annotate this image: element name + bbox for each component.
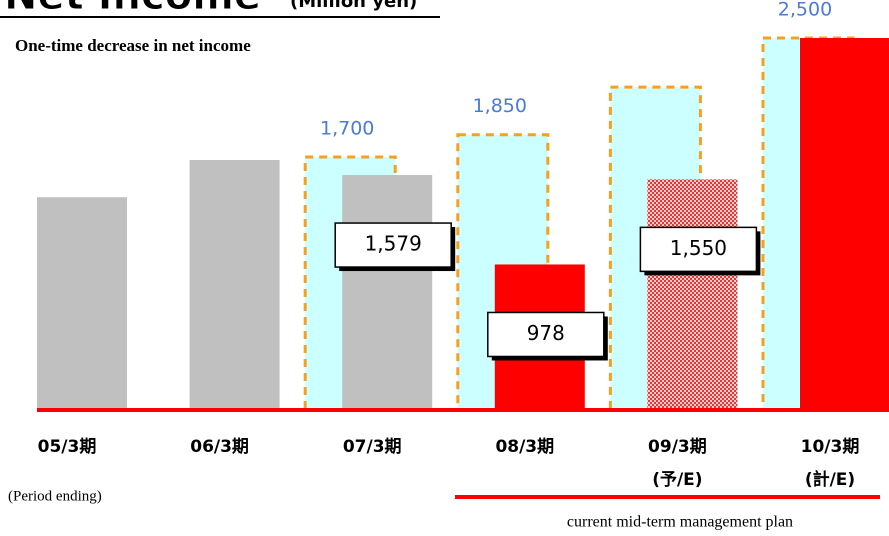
- value-label: 2,500: [778, 0, 832, 21]
- actual-bar: [647, 179, 738, 410]
- x-tick-label: 05/3期: [38, 437, 97, 457]
- x-tick-label: 09/3期: [648, 437, 707, 457]
- chart-title: Net Income: [4, 0, 261, 19]
- value-label: 1,850: [473, 95, 527, 117]
- actual-bar: [189, 160, 280, 410]
- actual-bar: [37, 197, 127, 410]
- x-tick-label: 07/3期: [343, 437, 402, 457]
- actual-bar: [800, 38, 889, 410]
- label-box: [487, 311, 605, 358]
- value-label: 978: [527, 321, 565, 345]
- subtitle: One-time decrease in net income: [15, 36, 251, 55]
- label-box: [639, 226, 758, 273]
- x-tick-note: (計/E): [805, 469, 855, 490]
- x-tick-label: 10/3期: [801, 437, 860, 457]
- value-label: 1,700: [320, 118, 374, 140]
- value-label: 1,579: [365, 232, 422, 256]
- x-tick-note: (予/E): [652, 470, 702, 490]
- unit-label: (Million yen): [290, 0, 417, 12]
- x-tick-label: 08/3期: [495, 437, 554, 457]
- bracket-label: current mid-term management plan: [567, 514, 793, 531]
- x-tick-label: 06/3期: [190, 437, 249, 457]
- label-box: [334, 222, 452, 268]
- actual-bar: [342, 175, 433, 410]
- x-note: (Period ending): [8, 488, 102, 504]
- value-label: 1,550: [670, 236, 727, 260]
